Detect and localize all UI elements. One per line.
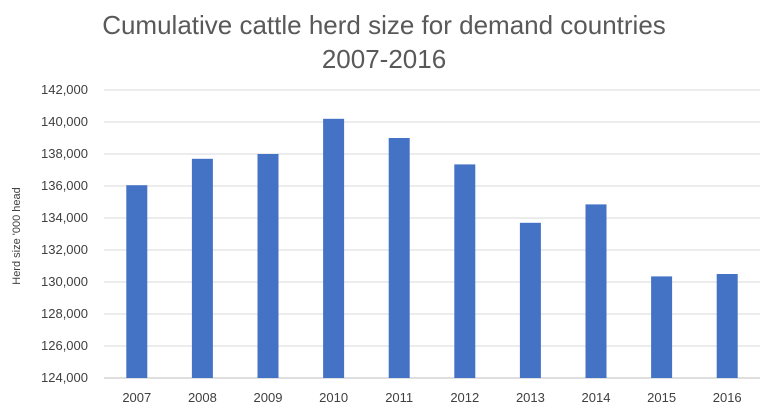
chart-title-line-2: 2007-2016 [321, 44, 447, 74]
x-tick-label-2010: 2010 [319, 390, 348, 405]
bar-2011 [388, 138, 410, 378]
y-tick-label: 130,000 [41, 274, 88, 289]
y-tick-label: 132,000 [41, 242, 88, 257]
bar-2014 [585, 204, 607, 378]
y-tick-label: 128,000 [41, 306, 88, 321]
bar-2008 [191, 158, 213, 378]
chart-title-line-1: Cumulative cattle herd size for demand c… [102, 10, 666, 40]
bar-2010 [323, 118, 345, 379]
y-tick-label: 138,000 [41, 146, 88, 161]
y-tick-label: 136,000 [41, 178, 88, 193]
x-tick-label-2016: 2016 [713, 390, 742, 405]
x-tick-label-2015: 2015 [647, 390, 676, 405]
tick-labels: 124,000 126,000 128,000 130,000 132,000 134,0… [41, 82, 742, 405]
x-tick-label-2008: 2008 [188, 390, 217, 405]
y-tick-label: 124,000 [41, 370, 88, 385]
y-axis-label: Herd size '000 head [11, 187, 23, 285]
bars [126, 118, 738, 379]
y-tick-label: 126,000 [41, 338, 88, 353]
y-tick-label: 134,000 [41, 210, 88, 225]
x-tick-label-2013: 2013 [516, 390, 545, 405]
chart-title: Cumulative cattle herd size for demand c… [0, 8, 768, 76]
y-tick-label: 142,000 [41, 82, 88, 97]
y-tick-label: 140,000 [41, 114, 88, 129]
x-tick-label-2011: 2011 [385, 390, 413, 405]
x-tick-label-2012: 2012 [450, 390, 479, 405]
gridlines [104, 89, 760, 347]
x-tick-label-2014: 2014 [582, 390, 611, 405]
bar-2015 [651, 276, 673, 378]
bar-2016 [716, 274, 738, 378]
x-tick-label-2007: 2007 [122, 390, 151, 405]
bar-2012 [454, 164, 476, 378]
bar-2007 [126, 185, 148, 378]
bar-2009 [257, 154, 279, 378]
x-tick-label-2009: 2009 [254, 390, 283, 405]
bar-2013 [519, 222, 541, 378]
